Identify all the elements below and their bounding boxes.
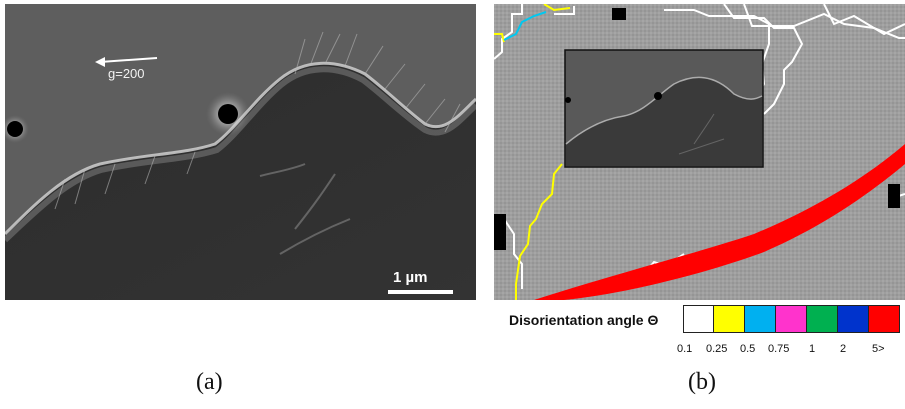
ebsd-map-image bbox=[494, 4, 905, 300]
scale-bar bbox=[388, 290, 453, 294]
panel-b-ebsd-map bbox=[494, 4, 905, 300]
legend-tick: 0.1 bbox=[677, 343, 693, 355]
legend-tick: 1 bbox=[809, 343, 816, 355]
legend-swatch bbox=[776, 305, 807, 333]
legend-swatch bbox=[745, 305, 776, 333]
g-vector-label: g=200 bbox=[108, 66, 145, 81]
legend-tick: 0.5 bbox=[740, 343, 756, 355]
legend-swatch bbox=[869, 305, 900, 333]
g-vector-arrow bbox=[99, 57, 158, 63]
legend-swatch bbox=[807, 305, 838, 333]
legend-tick: 2 bbox=[840, 343, 847, 355]
legend-tick: 0.75 bbox=[768, 343, 790, 355]
legend-color-scale bbox=[683, 305, 900, 333]
legend-swatch bbox=[838, 305, 869, 333]
panel-a-micrograph: g=200 1 µm bbox=[5, 4, 476, 300]
caption-b: (b) bbox=[688, 369, 716, 395]
micrograph-a-image bbox=[5, 4, 476, 300]
legend-tick-labels: 0.1 0.25 0.5 0.75 1 2 5> bbox=[664, 343, 905, 359]
legend-swatch bbox=[714, 305, 745, 333]
legend-tick: 0.25 bbox=[706, 343, 728, 355]
legend-title: Disorientation angle Θ bbox=[509, 312, 659, 328]
caption-a: (a) bbox=[196, 369, 223, 395]
scale-bar-label: 1 µm bbox=[393, 269, 428, 286]
legend-swatch bbox=[683, 305, 714, 333]
legend-tick: 5> bbox=[872, 343, 885, 355]
